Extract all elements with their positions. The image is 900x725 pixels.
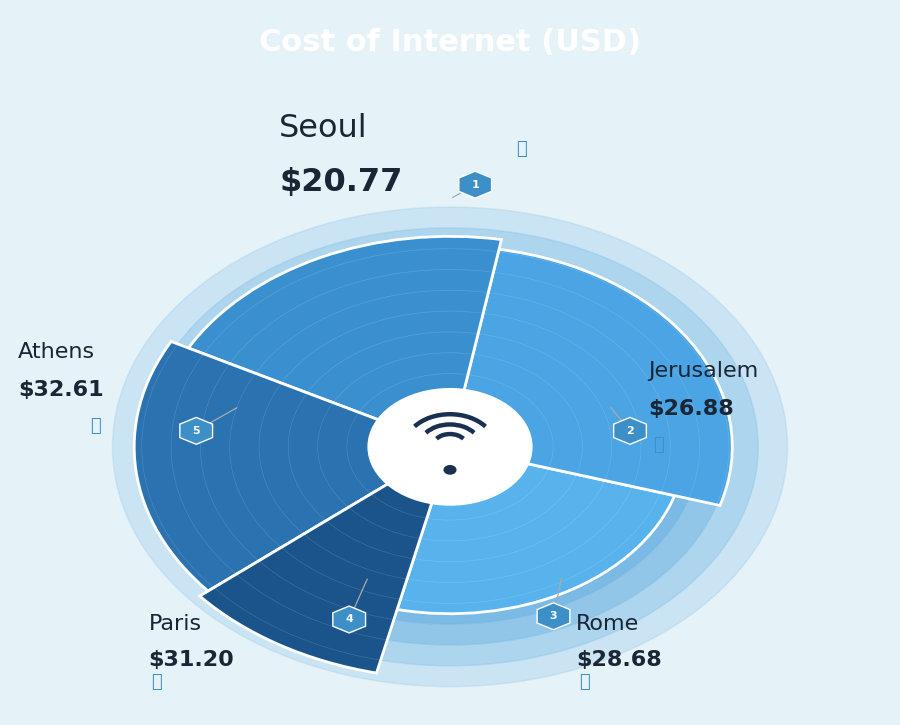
Text: 🕹: 🕹 xyxy=(653,436,664,454)
Wedge shape xyxy=(397,462,675,614)
Circle shape xyxy=(288,332,612,562)
Circle shape xyxy=(259,311,641,583)
Circle shape xyxy=(142,228,758,666)
Text: 3: 3 xyxy=(550,611,557,621)
Circle shape xyxy=(445,465,456,474)
Text: Seoul: Seoul xyxy=(279,113,367,144)
Text: 1: 1 xyxy=(472,180,479,190)
Circle shape xyxy=(230,290,670,603)
Text: Rome: Rome xyxy=(576,613,639,634)
Text: Cost of Internet (USD): Cost of Internet (USD) xyxy=(259,28,641,57)
Text: 4: 4 xyxy=(346,615,353,624)
Text: Jerusalem: Jerusalem xyxy=(648,361,758,381)
Text: 🎮: 🎮 xyxy=(151,673,162,690)
Text: Paris: Paris xyxy=(148,613,202,634)
Text: $20.77: $20.77 xyxy=(279,167,402,198)
Text: 🎮: 🎮 xyxy=(517,141,527,159)
Text: $28.68: $28.68 xyxy=(576,650,662,670)
Text: 5: 5 xyxy=(193,426,200,436)
Polygon shape xyxy=(333,606,365,633)
Circle shape xyxy=(318,353,582,541)
Wedge shape xyxy=(200,481,434,673)
Circle shape xyxy=(112,207,788,687)
Wedge shape xyxy=(463,249,733,505)
Text: $32.61: $32.61 xyxy=(18,380,104,399)
Circle shape xyxy=(346,373,554,520)
Text: 🖥: 🖥 xyxy=(580,673,590,690)
Text: 2: 2 xyxy=(626,426,634,436)
Text: $31.20: $31.20 xyxy=(148,650,234,670)
Wedge shape xyxy=(134,341,393,591)
Circle shape xyxy=(201,270,699,624)
Wedge shape xyxy=(188,236,501,422)
Circle shape xyxy=(171,249,729,645)
Polygon shape xyxy=(459,171,491,198)
Text: Athens: Athens xyxy=(18,341,95,362)
Polygon shape xyxy=(537,603,570,630)
Polygon shape xyxy=(614,418,646,444)
Text: $26.88: $26.88 xyxy=(648,399,734,419)
Circle shape xyxy=(368,389,532,505)
Polygon shape xyxy=(180,418,212,444)
Text: 🚾: 🚾 xyxy=(90,417,101,435)
